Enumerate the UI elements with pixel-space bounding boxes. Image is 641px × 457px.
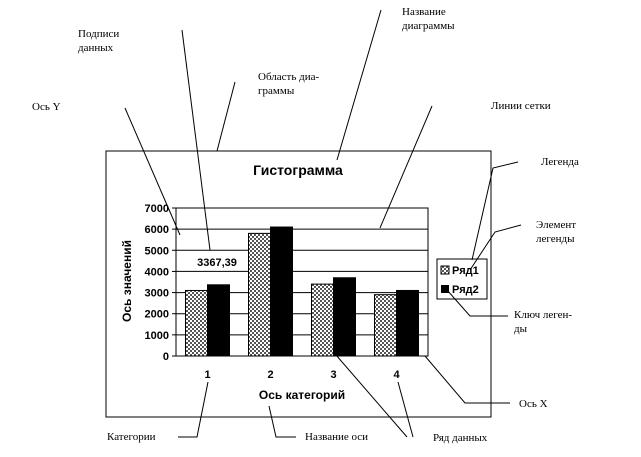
legend: Ряд1 Ряд2 bbox=[436, 258, 488, 300]
callout-axis-title: Название оси bbox=[305, 431, 368, 443]
leader-y-axis bbox=[124, 107, 181, 236]
x-axis-title: Ось категорий bbox=[259, 388, 345, 402]
y-tick-label: 7000 bbox=[145, 203, 169, 215]
x-tick-label: 1 bbox=[204, 369, 210, 381]
y-tick-label: 0 bbox=[163, 351, 169, 363]
leader-categories bbox=[178, 381, 209, 438]
bar-series2-cat1 bbox=[207, 284, 230, 357]
callout-gridlines: Линии сетки bbox=[491, 100, 551, 112]
leader-axis-title bbox=[268, 405, 296, 438]
legend-label-series2: Ряд2 bbox=[452, 284, 479, 296]
callout-data-labels: Подписи данных bbox=[78, 28, 122, 54]
data-label: 3367,39 bbox=[197, 257, 237, 269]
bar-series1-cat3 bbox=[311, 283, 334, 357]
callout-x-axis: Ось X bbox=[519, 398, 548, 410]
x-tick-label: 2 bbox=[267, 369, 273, 381]
y-tick-label: 2000 bbox=[145, 309, 169, 321]
leader-legend bbox=[471, 161, 519, 261]
bars bbox=[185, 226, 419, 357]
y-tick-label: 1000 bbox=[145, 330, 169, 342]
legend-label-series1: Ряд1 bbox=[452, 265, 479, 277]
leader-chart-title bbox=[336, 9, 382, 161]
bar-series2-cat4 bbox=[396, 289, 419, 357]
leader-data-series-b bbox=[397, 381, 414, 438]
leader-legend-key bbox=[446, 289, 508, 317]
y-axis-title: Ось значений bbox=[120, 240, 134, 322]
y-tick-label: 6000 bbox=[145, 224, 169, 236]
bar-series1-cat2 bbox=[248, 232, 271, 357]
leader-legend-element bbox=[469, 224, 522, 271]
y-tick-label: 5000 bbox=[145, 245, 169, 257]
x-tick-label: 4 bbox=[393, 369, 400, 381]
legend-key-series2 bbox=[441, 285, 449, 293]
x-axis-ticks: 1 2 3 4 bbox=[204, 369, 400, 381]
x-tick-label: 3 bbox=[330, 369, 336, 381]
leader-data-labels bbox=[181, 29, 211, 251]
leader-data-series-a bbox=[335, 354, 408, 438]
bar-series1-cat1 bbox=[185, 289, 208, 357]
callout-labels: Подписи данных Область диа- граммы Назва… bbox=[32, 6, 579, 444]
y-tick-label: 3000 bbox=[145, 288, 169, 300]
y-axis-ticks: 0 1000 2000 3000 4000 5000 6000 7000 bbox=[145, 203, 176, 363]
y-tick-label: 4000 bbox=[145, 266, 169, 278]
legend-key-series1 bbox=[440, 265, 450, 275]
callout-y-axis: Ось Y bbox=[32, 101, 61, 113]
leader-x-axis bbox=[424, 355, 510, 404]
leader-lines bbox=[124, 9, 522, 438]
bar-series2-cat3 bbox=[333, 277, 356, 357]
bar-series2-cat2 bbox=[270, 226, 293, 357]
callout-legend-key: Ключ леген- ды bbox=[514, 309, 575, 335]
leader-plot-area bbox=[216, 81, 236, 152]
callout-legend-element: Элемент легенды bbox=[536, 219, 579, 245]
callout-plot-area: Область диа- граммы bbox=[258, 71, 322, 97]
chart-title: Гистограмма bbox=[253, 162, 343, 178]
callout-legend: Легенда bbox=[541, 156, 579, 168]
callout-categories: Категории bbox=[107, 431, 156, 443]
callout-chart-title: Название диаграммы bbox=[402, 6, 455, 32]
callout-data-series: Ряд данных bbox=[433, 432, 488, 444]
bar-series1-cat4 bbox=[374, 294, 397, 357]
leader-gridlines bbox=[379, 105, 433, 229]
